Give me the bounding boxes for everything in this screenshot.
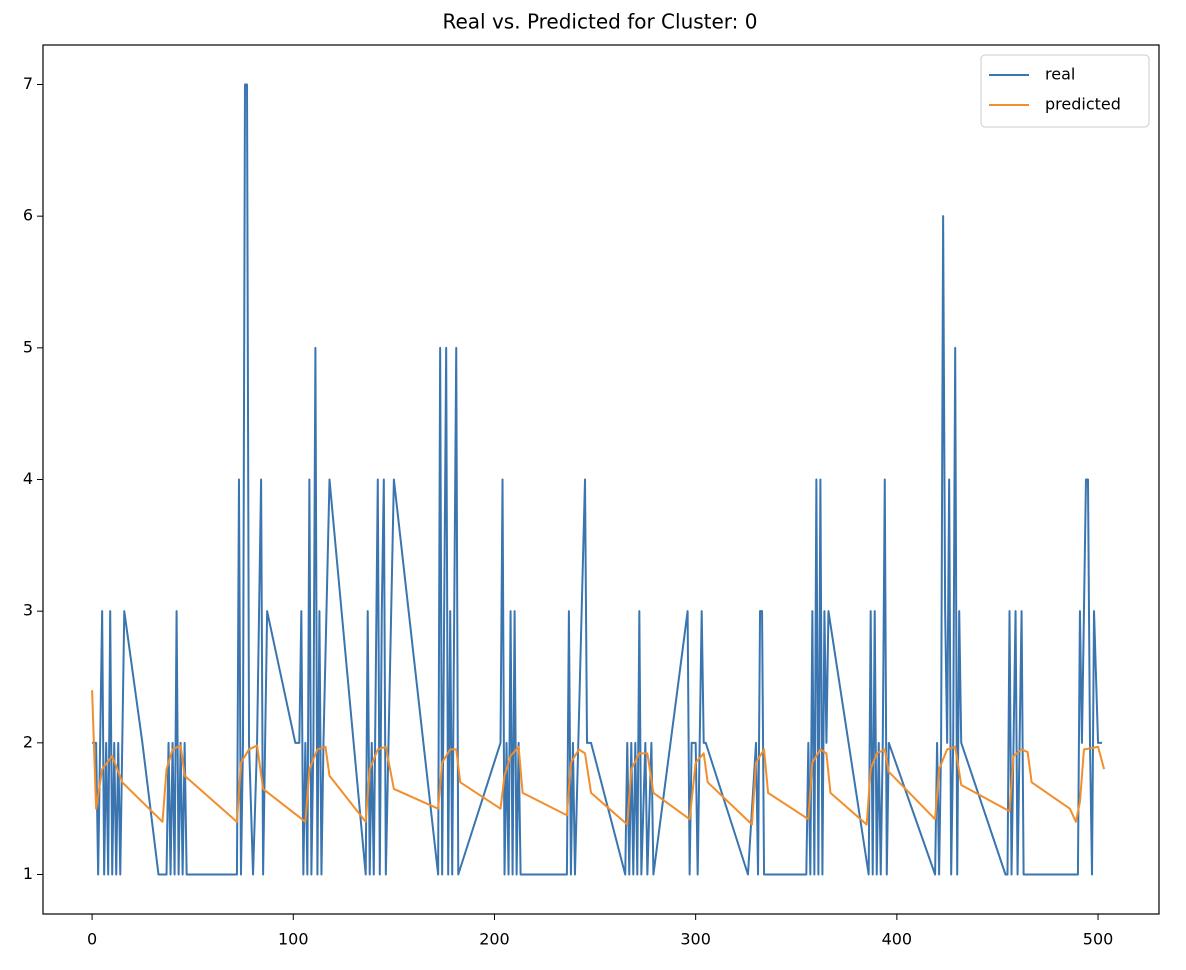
line-real [92,83,1103,876]
x-tick-label: 0 [87,930,97,949]
y-tick-label: 5 [23,337,33,356]
x-tick-label: 300 [680,930,711,949]
x-tick-label: 500 [1083,930,1114,949]
chart-title: Real vs. Predicted for Cluster: 0 [443,10,758,34]
x-tick-label: 100 [278,930,309,949]
y-tick-label: 1 [23,864,33,883]
x-tick-label: 400 [882,930,913,949]
y-tick-label: 6 [23,206,33,225]
x-tick-label: 200 [479,930,510,949]
legend-label: predicted [1045,95,1121,114]
y-tick-label: 2 [23,732,33,751]
legend: real predicted [980,54,1150,128]
y-tick-label: 7 [23,74,33,93]
legend-label: real [1045,65,1075,84]
line-predicted [91,690,1106,826]
plot-frame [42,44,1160,915]
legend-box [980,54,1150,128]
y-tick-label: 4 [23,469,33,488]
y-tick-label: 3 [23,601,33,620]
